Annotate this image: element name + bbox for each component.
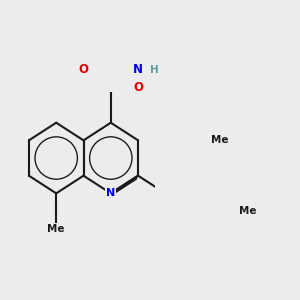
Text: H: H	[150, 65, 159, 75]
Text: O: O	[79, 63, 88, 76]
Text: O: O	[133, 81, 143, 94]
Text: N: N	[133, 63, 143, 76]
Text: Me: Me	[47, 224, 65, 234]
Text: N: N	[106, 188, 116, 198]
Text: Me: Me	[238, 206, 256, 216]
Text: Me: Me	[211, 135, 229, 146]
